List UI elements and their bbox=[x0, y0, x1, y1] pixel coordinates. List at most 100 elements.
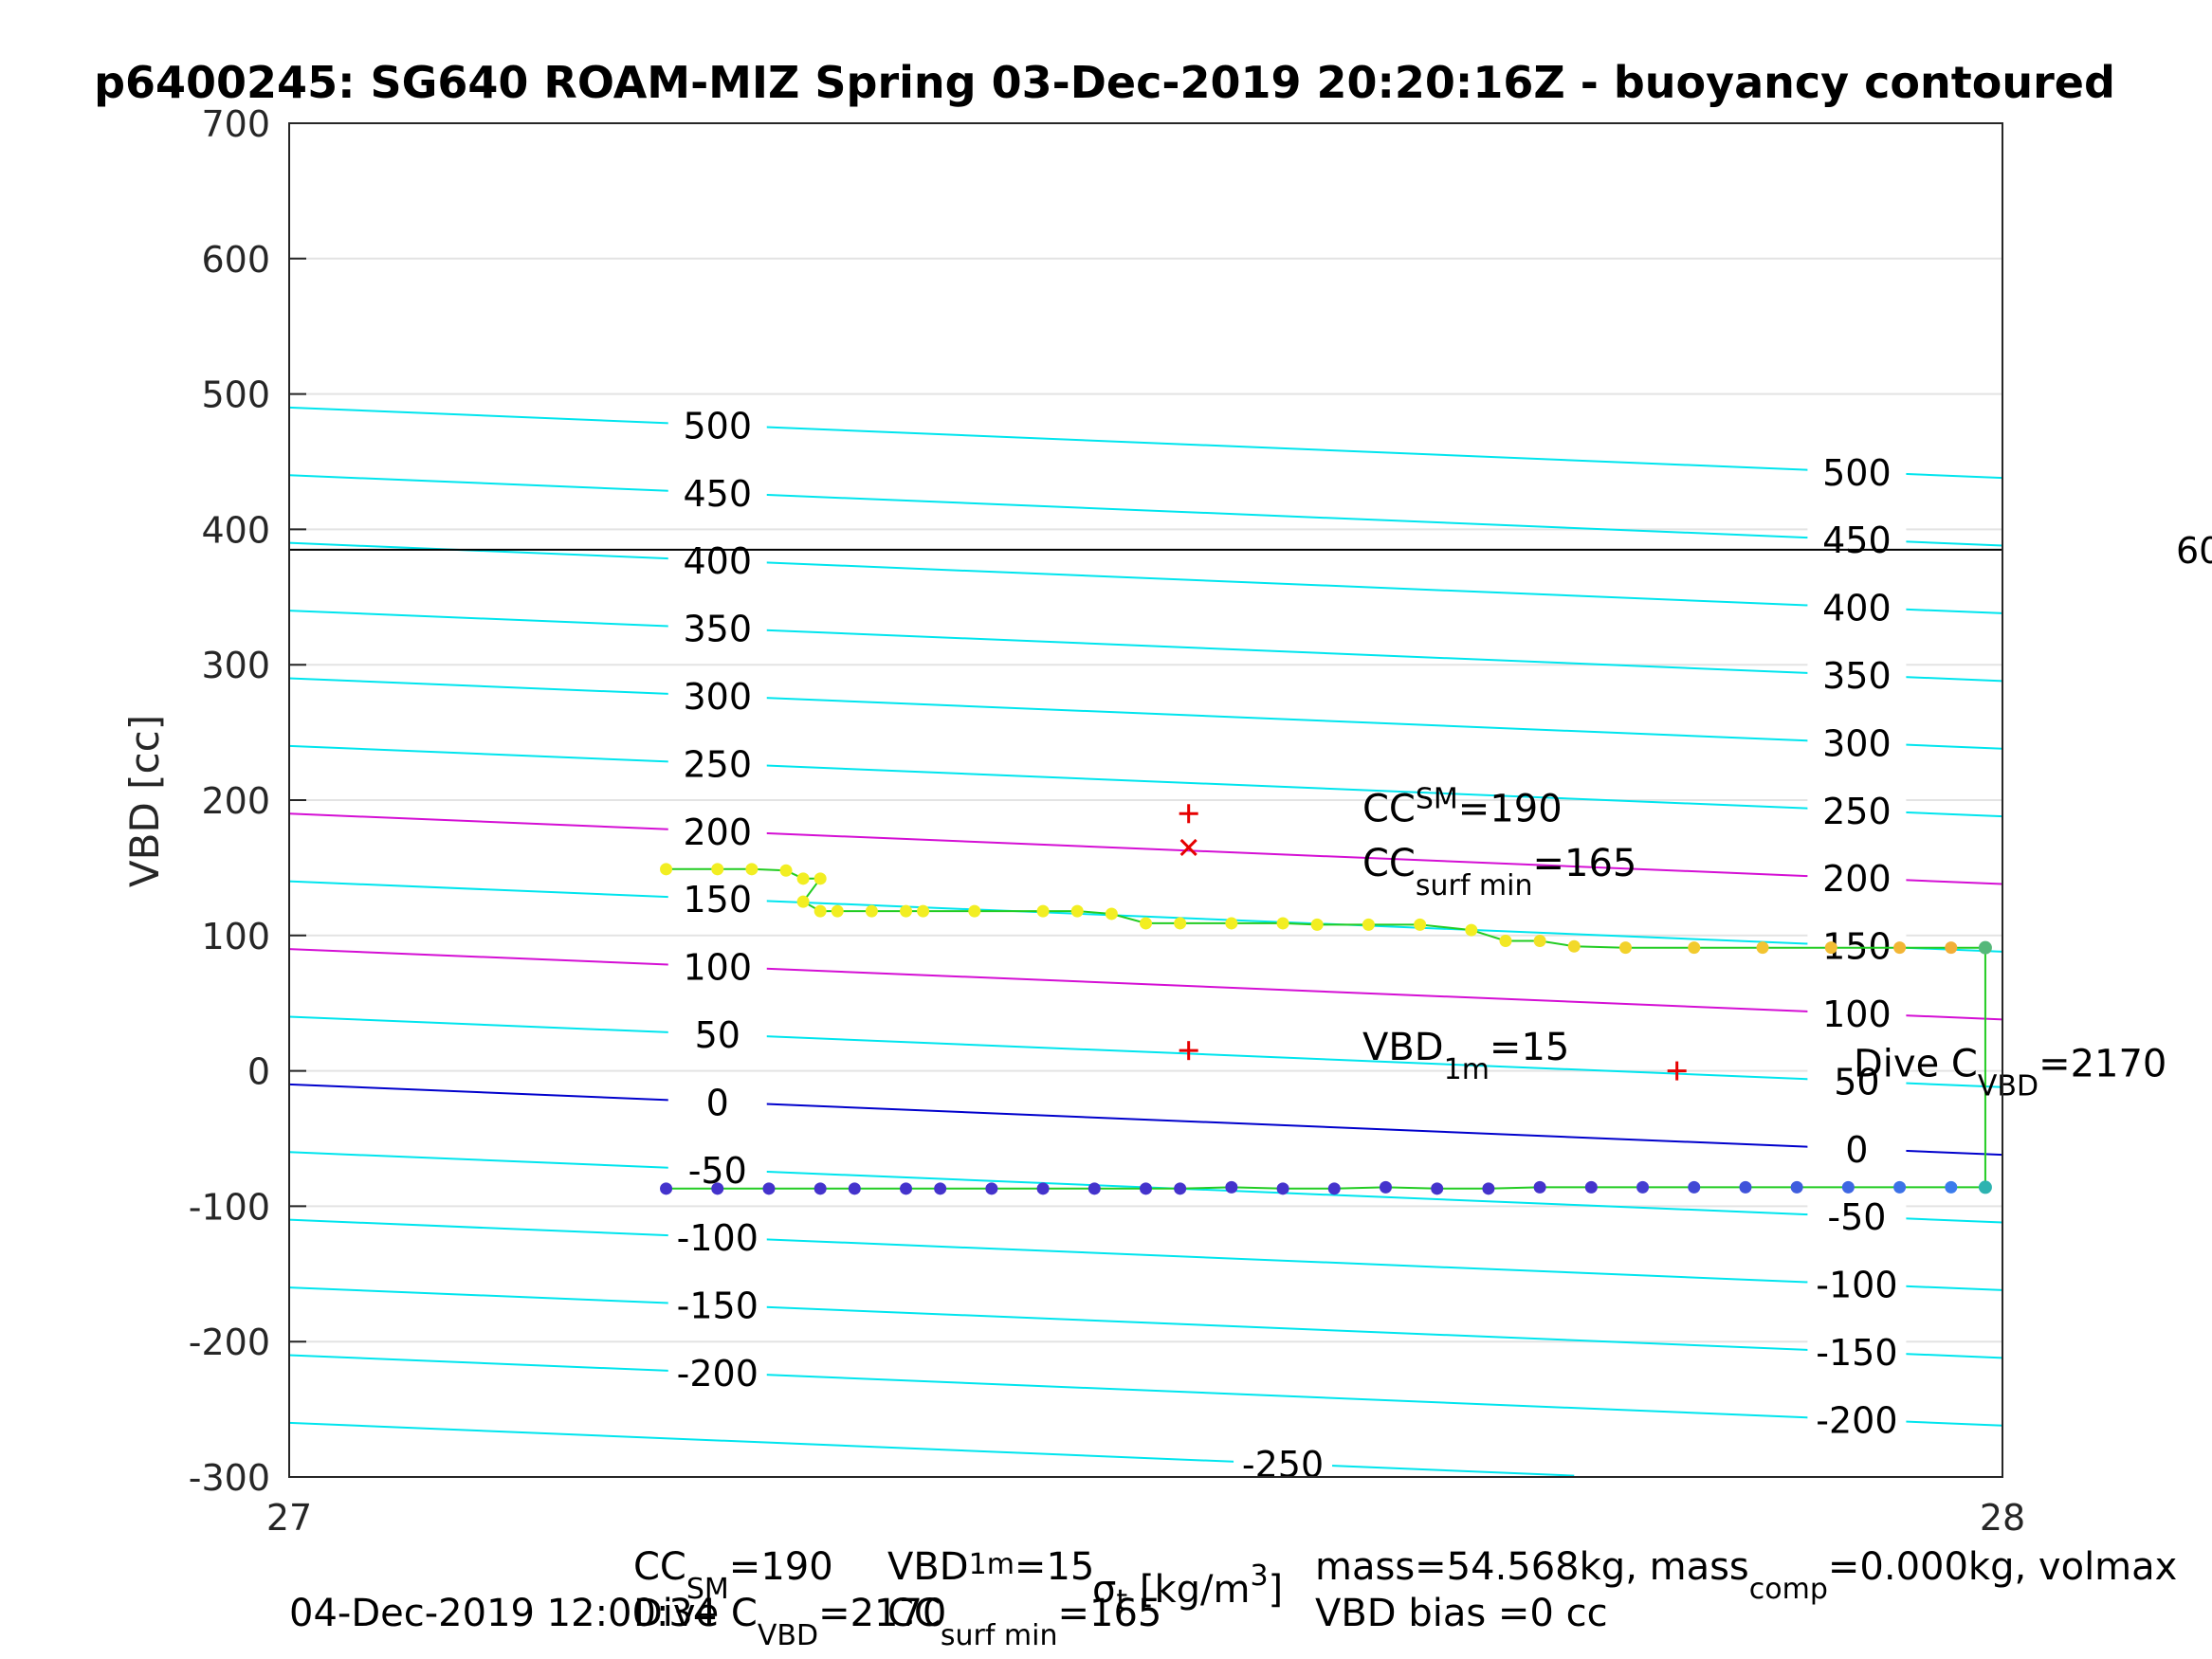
upper-track-line bbox=[666, 867, 1985, 949]
dive-track bbox=[666, 867, 1986, 1190]
lower-point bbox=[762, 1182, 776, 1195]
contour-label-bg bbox=[667, 878, 767, 921]
contour-line bbox=[288, 948, 2003, 1021]
contour-label: 350 bbox=[1822, 655, 1892, 697]
lower-point bbox=[1841, 1180, 1855, 1194]
contour-label-bg bbox=[1807, 857, 1907, 900]
contour-label: 250 bbox=[1822, 791, 1892, 832]
contour-line bbox=[288, 1015, 2003, 1088]
lower-point bbox=[1533, 1180, 1546, 1194]
contour-line bbox=[288, 880, 2003, 953]
lower-series-points bbox=[660, 940, 1992, 1195]
lower-point bbox=[1945, 1180, 1958, 1194]
y-axis-ticks: 700 600 500 400 300 200 100 0 -100 -200 -300 bbox=[189, 103, 306, 1499]
x-tick-label: 28 bbox=[1980, 1497, 2025, 1539]
contour-label: 50 bbox=[1834, 1061, 1879, 1103]
upper-point bbox=[1945, 941, 1958, 955]
contour-line bbox=[288, 812, 2003, 885]
footer-vbd-bias: VBD bias =0 cc bbox=[1315, 1592, 1608, 1635]
contour-label: 500 bbox=[683, 405, 752, 447]
contour-label: -200 bbox=[1816, 1399, 1897, 1441]
contour-label-bg bbox=[667, 1216, 767, 1259]
upper-point bbox=[1824, 941, 1837, 955]
contour-label-bg bbox=[667, 607, 767, 649]
footer-dive-c: Dive CVBD=2170 bbox=[633, 1592, 946, 1652]
upper-point bbox=[1533, 935, 1546, 948]
contour-label-bg bbox=[1807, 1060, 1907, 1103]
contour-label: 200 bbox=[1822, 858, 1892, 900]
upper-point bbox=[1174, 917, 1187, 930]
contour-label: -150 bbox=[1816, 1332, 1897, 1374]
contour-label: -50 bbox=[1827, 1196, 1886, 1238]
grid-lines bbox=[289, 257, 2002, 1343]
marker-label: VBD1m=15 bbox=[1362, 1026, 1569, 1086]
contour-line bbox=[288, 1286, 2003, 1359]
contour-label: 0 bbox=[706, 1082, 729, 1123]
y-tick-label: -200 bbox=[189, 1322, 270, 1363]
contour-label-bg bbox=[667, 404, 767, 447]
upper-point bbox=[831, 904, 844, 918]
y-tick-label: 400 bbox=[201, 509, 270, 551]
contour-label-bg bbox=[1807, 789, 1907, 831]
contour-label: 250 bbox=[683, 743, 752, 785]
contour-line bbox=[288, 1218, 2003, 1291]
y-tick-label: -300 bbox=[189, 1457, 270, 1499]
footer-cc-sm: CCSM=190 bbox=[633, 1545, 833, 1606]
lower-point bbox=[1739, 1180, 1752, 1194]
contour-line bbox=[288, 610, 2003, 683]
lower-point bbox=[1688, 1180, 1701, 1194]
contour-label: -150 bbox=[677, 1285, 759, 1327]
contour-line bbox=[288, 474, 2003, 547]
turn-point-upper bbox=[1978, 940, 1992, 955]
footer-xlabel: σt [kg/m3] bbox=[1092, 1559, 1283, 1617]
contour-label-bg bbox=[1807, 450, 1907, 493]
lower-point bbox=[1276, 1182, 1289, 1195]
contour-label-bg bbox=[667, 945, 767, 988]
x-tick-label: 27 bbox=[266, 1497, 312, 1539]
contour-label-bg bbox=[667, 1352, 767, 1395]
contour-label-bg bbox=[1807, 1398, 1907, 1441]
contour-line bbox=[288, 677, 2003, 750]
contour-label-bg bbox=[1807, 1127, 1907, 1170]
contour-label: 350 bbox=[683, 609, 752, 650]
contour-label-bg bbox=[1807, 1195, 1907, 1238]
contour-label-bg bbox=[1807, 993, 1907, 1035]
upper-point bbox=[1225, 917, 1238, 930]
contour-label-bg bbox=[1807, 721, 1907, 764]
contour-label: 400 bbox=[1822, 588, 1892, 629]
contour-label: -200 bbox=[677, 1353, 759, 1395]
buoyancy-contours bbox=[288, 406, 2003, 1477]
marker-label: Dive CVBD=2170 bbox=[1854, 1043, 2166, 1103]
contour-label-bg bbox=[667, 675, 767, 718]
contour-label: 450 bbox=[1822, 520, 1892, 561]
marker-label: CCsurf min=165 bbox=[1362, 842, 1636, 902]
contour-label-bg bbox=[1807, 519, 1907, 561]
contour-label-bg bbox=[667, 539, 767, 582]
upper-point bbox=[814, 904, 827, 918]
marker-x-b bbox=[1179, 838, 1197, 857]
upper-point bbox=[1893, 941, 1907, 955]
contour-label: 400 bbox=[683, 540, 752, 582]
footer-cc-surf-min: CCsurf min=165 bbox=[887, 1592, 1161, 1652]
contour-label: 0 bbox=[1845, 1129, 1868, 1171]
lower-point bbox=[1174, 1182, 1187, 1195]
upper-point bbox=[1499, 935, 1512, 948]
upper-point bbox=[1310, 918, 1324, 931]
upper-point bbox=[660, 863, 673, 876]
contour-label: 100 bbox=[1822, 994, 1892, 1035]
lower-point bbox=[1636, 1180, 1650, 1194]
contour-label-bg bbox=[667, 1081, 767, 1123]
contour-line bbox=[288, 406, 2003, 480]
lower-point bbox=[1584, 1180, 1598, 1194]
lower-point bbox=[1088, 1182, 1101, 1195]
contour-label-bg bbox=[1807, 1331, 1907, 1374]
upper-point bbox=[711, 863, 724, 876]
lower-point bbox=[1327, 1182, 1341, 1195]
reference-hline: 60 bbox=[289, 530, 2212, 572]
contour-line bbox=[288, 1354, 2003, 1427]
lower-point bbox=[660, 1182, 673, 1195]
y-tick-label: 100 bbox=[201, 916, 270, 957]
contour-label-bg bbox=[667, 1013, 767, 1056]
turn-point-lower bbox=[1978, 1180, 1992, 1194]
